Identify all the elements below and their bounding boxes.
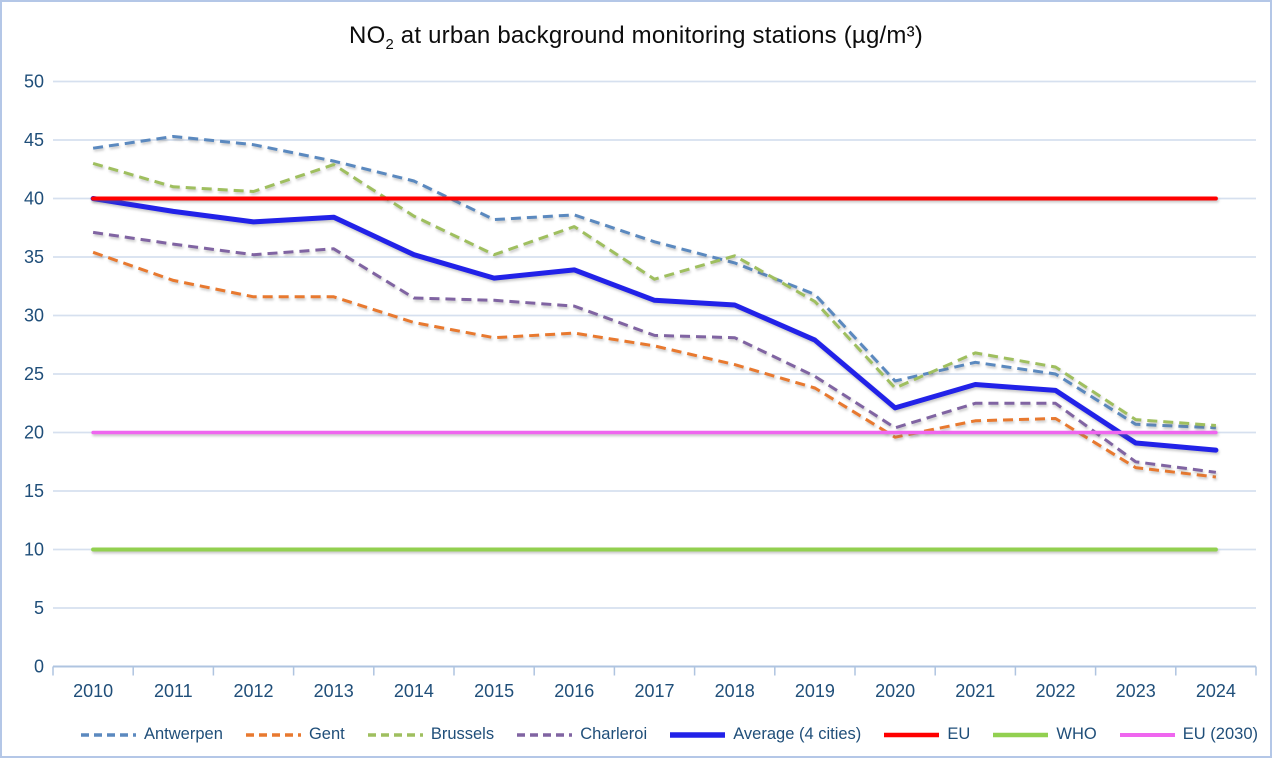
title-text-units: at urban background monitoring stations …	[393, 22, 923, 49]
legend-item-average-4-cities: Average (4 cities)	[669, 725, 861, 744]
legend-swatch-charleroi	[517, 732, 573, 737]
legend-label-gent: Gent	[308, 725, 345, 743]
legend-item-brussels: Brussels	[367, 725, 494, 744]
legend-label-charleroi: Charleroi	[580, 725, 648, 743]
series-line-brussels	[92, 161, 1217, 427]
x-tick-label-2019: 2019	[795, 681, 835, 701]
x-tick-label-2013: 2013	[314, 681, 354, 701]
y-tick-label-15: 15	[24, 481, 44, 501]
y-tick-label-35: 35	[24, 247, 44, 267]
legend-item-who: WHO	[992, 725, 1097, 744]
legend-label-eu: EU	[947, 725, 971, 743]
chart-title: NO2 at urban background monitoring stati…	[2, 22, 1270, 53]
x-tick-label-2021: 2021	[955, 681, 995, 701]
legend-item-charleroi: Charleroi	[516, 725, 647, 744]
title-text: NO	[349, 22, 386, 49]
y-tick-label-45: 45	[24, 130, 44, 150]
y-tick-label-25: 25	[24, 364, 44, 384]
x-tick-label-2018: 2018	[715, 681, 755, 701]
x-tick-label-2017: 2017	[634, 681, 674, 701]
legend-label-who: WHO	[1056, 725, 1097, 743]
legend-swatch-brussels	[367, 732, 423, 737]
legend-label-average-4-cities: Average (4 cities)	[733, 725, 862, 743]
legend-swatch-average-4-cities	[670, 731, 726, 738]
x-tick-label-2022: 2022	[1035, 681, 1075, 701]
legend-swatch-who	[993, 732, 1049, 737]
x-tick-label-2011: 2011	[154, 681, 193, 701]
x-tick-label-2010: 2010	[73, 681, 113, 701]
x-tick-label-2020: 2020	[875, 681, 915, 701]
x-tick-label-2024: 2024	[1196, 681, 1236, 701]
legend-swatch-eu-2030	[1119, 732, 1175, 737]
legend-label-antwerpen: Antwerpen	[144, 725, 223, 743]
y-tick-label-50: 50	[24, 72, 44, 92]
plot-area: 0 5 10 15 20 25 30 35 40 45 50 2010 2011 2012 2013 2014…	[24, 72, 1257, 701]
legend-swatch-eu	[884, 732, 940, 737]
series-line-antwerpen	[92, 135, 1216, 430]
legend-label-brussels: Brussels	[430, 725, 495, 743]
series-line-average-4-cities	[90, 196, 1219, 453]
legend-swatch-gent	[245, 732, 301, 737]
legend-item-eu-2030: EU (2030)	[1119, 725, 1258, 744]
y-tick-label-20: 20	[24, 423, 44, 443]
series-line-charleroi	[92, 230, 1217, 474]
y-tick-label-5: 5	[34, 598, 44, 618]
legend-item-gent: Gent	[245, 725, 345, 744]
y-tick-label-10: 10	[24, 540, 44, 560]
title-subscript: 2	[385, 36, 394, 53]
series-line-gent	[92, 250, 1217, 479]
y-tick-label-40: 40	[24, 189, 44, 209]
legend-label-eu-2030: EU (2030)	[1182, 725, 1258, 743]
x-tick-label-2023: 2023	[1116, 681, 1156, 701]
x-tick-label-2014: 2014	[394, 681, 434, 701]
y-tick-label-0: 0	[34, 657, 44, 677]
x-tick-label-2016: 2016	[554, 681, 594, 701]
legend-swatch-antwerpen	[81, 732, 136, 737]
y-tick-label-30: 30	[24, 306, 44, 326]
x-tick-label-2012: 2012	[233, 681, 273, 701]
legend-item-eu: EU	[883, 725, 970, 744]
x-tick-label-2015: 2015	[474, 681, 514, 701]
chart-legend: Antwerpen Gent Brussels Charleroi Average (4…	[2, 725, 1276, 744]
legend-item-antwerpen: Antwerpen	[80, 725, 223, 744]
